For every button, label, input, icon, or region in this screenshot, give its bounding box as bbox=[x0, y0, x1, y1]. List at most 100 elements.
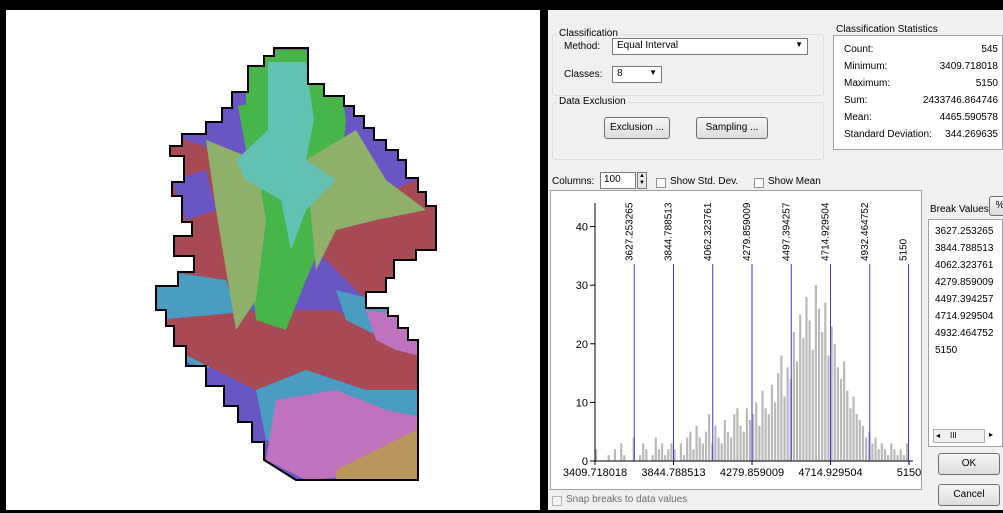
histogram-bar bbox=[896, 455, 899, 461]
map-zone bbox=[236, 62, 336, 250]
histogram-bar bbox=[821, 332, 824, 461]
method-label: Method: bbox=[564, 41, 601, 52]
stat-std-dev: Standard Deviation: 344.269635 bbox=[844, 129, 998, 143]
break-line-label: 4932.464752 bbox=[860, 202, 871, 261]
data-exclusion-group: Data Exclusion bbox=[552, 96, 824, 160]
histogram-bar bbox=[874, 437, 877, 461]
histogram-bar bbox=[698, 437, 701, 461]
break-line-label: 3627.253265 bbox=[624, 202, 635, 261]
columns-label: Columns: bbox=[552, 176, 595, 187]
y-tick-label: 0 bbox=[582, 456, 588, 468]
show-std-dev-checkbox[interactable] bbox=[656, 178, 666, 188]
scroll-right-icon[interactable]: ▸ bbox=[989, 430, 994, 439]
histogram-bar bbox=[613, 449, 617, 461]
histogram-bar bbox=[654, 437, 657, 461]
y-tick-label: 20 bbox=[576, 339, 588, 351]
histogram-bar bbox=[808, 320, 811, 461]
map-view[interactable] bbox=[6, 10, 540, 510]
stat-minimum: Minimum: 3409.718018 bbox=[844, 61, 998, 75]
histogram-bar bbox=[871, 443, 874, 461]
percent-button[interactable]: % bbox=[989, 196, 1003, 216]
classes-select[interactable]: 8 ▼ bbox=[612, 66, 662, 83]
x-tick-label: 3844.788513 bbox=[641, 467, 705, 479]
ok-button[interactable]: OK bbox=[938, 453, 1000, 475]
break-line-label: 3844.788513 bbox=[664, 202, 675, 261]
break-value-item[interactable]: 4279.859009 bbox=[935, 277, 994, 288]
columns-value: 100 bbox=[604, 174, 621, 185]
snap-breaks-checkbox[interactable] bbox=[552, 496, 562, 506]
cancel-button[interactable]: Cancel bbox=[938, 484, 1000, 506]
histogram-bar bbox=[883, 449, 887, 461]
histogram-bar bbox=[773, 402, 777, 461]
horizontal-scrollbar[interactable]: ◂ III bbox=[933, 429, 985, 443]
histogram-bar bbox=[777, 373, 780, 461]
histogram-bar bbox=[695, 425, 698, 461]
break-value-item[interactable]: 4714.929504 bbox=[935, 311, 994, 322]
exclusion-button[interactable]: Exclusion ... bbox=[604, 117, 670, 139]
histogram-bar bbox=[887, 455, 890, 461]
histogram-bar bbox=[827, 355, 830, 461]
columns-spinner[interactable]: 100 bbox=[600, 172, 636, 189]
histogram-bar bbox=[833, 343, 836, 461]
map-zone bbox=[156, 310, 436, 400]
break-value-item[interactable]: 5150 bbox=[935, 345, 958, 356]
histogram-bar bbox=[717, 437, 720, 461]
histogram-bar bbox=[792, 332, 796, 461]
histogram-bar bbox=[720, 443, 723, 461]
histogram-bar bbox=[667, 449, 670, 461]
histogram-bar bbox=[799, 314, 802, 461]
show-mean-label: Show Mean bbox=[768, 176, 821, 187]
histogram-bar bbox=[733, 414, 736, 461]
histogram-bar bbox=[805, 296, 808, 461]
histogram-bar bbox=[839, 378, 843, 461]
map-zone bbox=[238, 100, 268, 150]
break-value-item[interactable]: 3844.788513 bbox=[935, 243, 994, 254]
histogram-bar bbox=[880, 443, 883, 461]
break-value-item[interactable]: 4497.394257 bbox=[935, 294, 994, 305]
histogram-bar bbox=[770, 384, 774, 461]
histogram-bar bbox=[861, 425, 865, 461]
break-values-list[interactable]: 3627.253265 3844.788513 4062.323761 4279… bbox=[928, 219, 1003, 447]
histogram-bar bbox=[902, 455, 905, 461]
stat-label: Count: bbox=[844, 44, 874, 55]
x-tick-label: 4714.929504 bbox=[798, 467, 862, 479]
histogram-bar bbox=[830, 326, 833, 461]
break-value-item[interactable]: 3627.253265 bbox=[935, 226, 994, 237]
method-select[interactable]: Equal Interval ▼ bbox=[612, 38, 808, 55]
histogram-bar bbox=[852, 396, 855, 461]
map-outline bbox=[155, 47, 437, 481]
break-line-label: 4497.394257 bbox=[781, 202, 792, 261]
stat-value: 3409.718018 bbox=[939, 61, 998, 72]
histogram-bar bbox=[783, 396, 786, 461]
data-exclusion-legend: Data Exclusion bbox=[557, 96, 628, 107]
x-tick-label: 4279.859009 bbox=[720, 467, 784, 479]
break-value-item[interactable]: 4932.464752 bbox=[935, 328, 994, 339]
y-tick-label: 10 bbox=[576, 397, 588, 409]
histogram-bar bbox=[742, 431, 745, 461]
histogram-bar bbox=[764, 408, 767, 461]
histogram-bar bbox=[726, 431, 730, 461]
histogram-bar bbox=[780, 355, 783, 461]
histogram-bar bbox=[686, 437, 689, 461]
scroll-thumb[interactable]: III bbox=[950, 431, 957, 440]
histogram-bar bbox=[752, 414, 755, 461]
stat-value: 4465.590578 bbox=[939, 112, 998, 123]
histogram-bar bbox=[723, 419, 726, 461]
spinner-arrows-icon[interactable]: ▲ ▼ bbox=[637, 172, 647, 189]
histogram-bar bbox=[595, 449, 598, 461]
stat-sum: Sum: 2433746.864746 bbox=[844, 95, 998, 109]
histogram-bar bbox=[730, 437, 733, 461]
histogram-bar bbox=[814, 285, 817, 461]
stat-maximum: Maximum: 5150 bbox=[844, 78, 998, 92]
histogram-chart[interactable]: 0 10 20 30 40 3409.718018 3844.788513 4279.8590… bbox=[551, 191, 921, 489]
show-mean-checkbox[interactable] bbox=[754, 178, 764, 188]
break-value-item[interactable]: 4062.323761 bbox=[935, 260, 994, 271]
map-canvas[interactable] bbox=[6, 10, 540, 510]
stat-label: Maximum: bbox=[844, 78, 891, 89]
histogram-panel[interactable]: 0 10 20 30 40 3409.718018 3844.788513 4279.8590… bbox=[550, 190, 922, 490]
chevron-down-icon: ▼ bbox=[795, 40, 803, 49]
sampling-button[interactable]: Sampling ... bbox=[696, 117, 768, 139]
histogram-bar bbox=[736, 408, 739, 461]
stat-label: Standard Deviation: bbox=[844, 129, 932, 140]
scroll-left-icon[interactable]: ◂ bbox=[936, 431, 941, 440]
